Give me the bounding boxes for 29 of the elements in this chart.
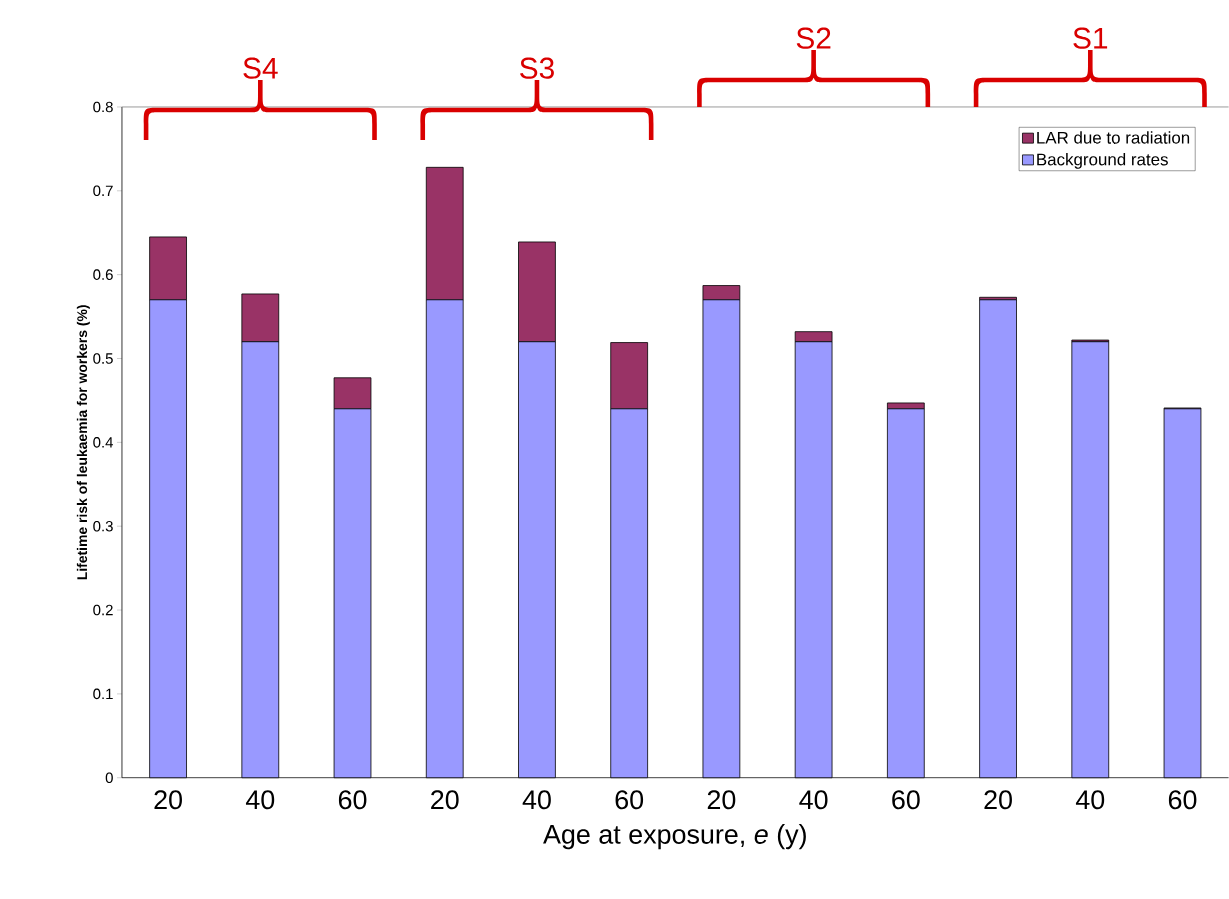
- x-tick-label: 40: [522, 790, 551, 810]
- x-tick-label: 20: [707, 790, 736, 810]
- text: S4: [243, 57, 278, 79]
- y-tick-label: 0.1: [93, 688, 113, 700]
- y-tick-label: 0.8: [93, 101, 113, 113]
- y-tick-label: 0.6: [93, 269, 113, 281]
- legend-label: LAR due to radiation: [1037, 131, 1190, 144]
- y-tick-label: 0.4: [93, 437, 114, 448]
- y-tick-label: 0.2: [93, 604, 113, 616]
- y-axis-title: Lifetime risk of leukaemia for workers (%): [76, 305, 90, 580]
- x-tick-label: 40: [245, 790, 275, 810]
- x-tick-label: 60: [615, 790, 644, 810]
- x-tick-label: 60: [338, 790, 367, 810]
- y-tick-label: 0.3: [93, 521, 113, 532]
- text: S3: [520, 57, 554, 79]
- x-tick-label: 40: [799, 790, 828, 810]
- x-tick-label: 20: [154, 790, 182, 810]
- text: S2: [796, 27, 831, 49]
- x-tick-label: 20: [984, 790, 1012, 810]
- legend-label: Background rates: [1037, 153, 1168, 169]
- y-tick-label: 0: [105, 772, 113, 784]
- x-tick-label: 40: [1075, 790, 1105, 810]
- x-tick-label: 20: [431, 790, 459, 810]
- y-tick-label: 0.7: [93, 185, 113, 197]
- text: S1: [1073, 27, 1108, 49]
- x-tick-label: 60: [892, 790, 920, 810]
- x-axis-title: Age at exposure, e (y): [543, 824, 806, 850]
- x-tick-label: 60: [1168, 790, 1197, 810]
- y-tick-label: 0.5: [93, 353, 113, 364]
